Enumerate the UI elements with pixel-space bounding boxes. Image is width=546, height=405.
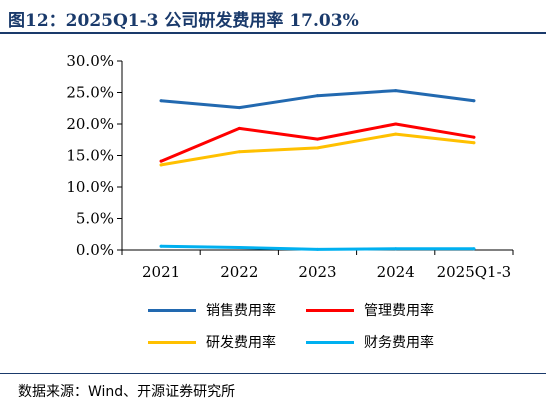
x-tick-label: 2021: [142, 263, 180, 281]
x-tick-label: 2023: [298, 263, 336, 281]
data-point-3-4: [472, 247, 476, 251]
data-point-2-3: [394, 132, 398, 136]
legend-item-rnd: 研发费用率: [148, 330, 276, 354]
data-point-3-0: [159, 244, 163, 248]
y-tick-label: 0.0%: [76, 241, 114, 259]
data-point-0-1: [237, 106, 241, 110]
x-tick-label: 2024: [377, 263, 415, 281]
x-tick-label: 2022: [220, 263, 258, 281]
data-point-0-3: [394, 89, 398, 93]
data-point-2-2: [316, 146, 319, 150]
data-point-2-1: [237, 150, 241, 154]
legend-item-admin: 管理费用率: [306, 298, 434, 322]
source-divider: [0, 373, 546, 374]
legend-swatch-admin: [306, 308, 354, 312]
data-point-1-0: [159, 159, 163, 163]
data-point-3-3: [394, 247, 398, 251]
x-tick-label: 2025Q1-3: [437, 263, 512, 281]
data-point-2-0: [159, 163, 163, 167]
data-point-3-1: [237, 245, 241, 249]
series-layer: [159, 89, 476, 251]
y-tick-label: 15.0%: [66, 147, 114, 165]
series-line-0: [159, 89, 476, 110]
data-point-2-4: [472, 141, 476, 145]
legend: 销售费用率 管理费用率 研发费用率 财务费用率: [148, 296, 448, 366]
y-tick-label: 30.0%: [66, 52, 114, 70]
y-tick-label: 5.0%: [76, 210, 114, 228]
legend-item-finance: 财务费用率: [306, 330, 434, 354]
data-point-1-4: [472, 135, 476, 139]
data-point-1-2: [316, 137, 319, 141]
title-divider: [0, 32, 546, 34]
legend-label-rnd: 研发费用率: [206, 335, 276, 351]
y-tick-label: 25.0%: [66, 84, 114, 102]
legend-swatch-sales: [148, 308, 196, 312]
x-axis: 2021 2022 2023 2024 2025Q1-3: [121, 249, 514, 281]
chart-title: 图12：2025Q1-3 公司研发费用率 17.03%: [8, 11, 359, 31]
source-note: 数据来源：Wind、开源证券研究所: [18, 384, 236, 400]
data-point-3-2: [316, 247, 319, 251]
legend-label-admin: 管理费用率: [364, 303, 434, 319]
legend-label-sales: 销售费用率: [206, 303, 276, 319]
legend-swatch-rnd: [148, 340, 196, 344]
line-chart: 0.0%5.0%10.0%15.0%20.0%25.0%30.0% 2021 20…: [66, 52, 514, 281]
legend-label-finance: 财务费用率: [364, 335, 434, 351]
data-point-1-3: [394, 122, 398, 126]
y-tick-label: 10.0%: [66, 178, 114, 196]
data-point-0-4: [472, 99, 476, 103]
y-tick-label: 20.0%: [66, 115, 114, 133]
legend-item-sales: 销售费用率: [148, 298, 276, 322]
legend-swatch-finance: [306, 340, 354, 344]
data-point-1-1: [237, 126, 241, 130]
data-point-0-0: [159, 99, 163, 103]
y-axis: 0.0% 5.0% 10.0% 15.0% 20.0% 25.0% 30.0%: [66, 52, 123, 259]
data-point-0-2: [316, 94, 319, 98]
